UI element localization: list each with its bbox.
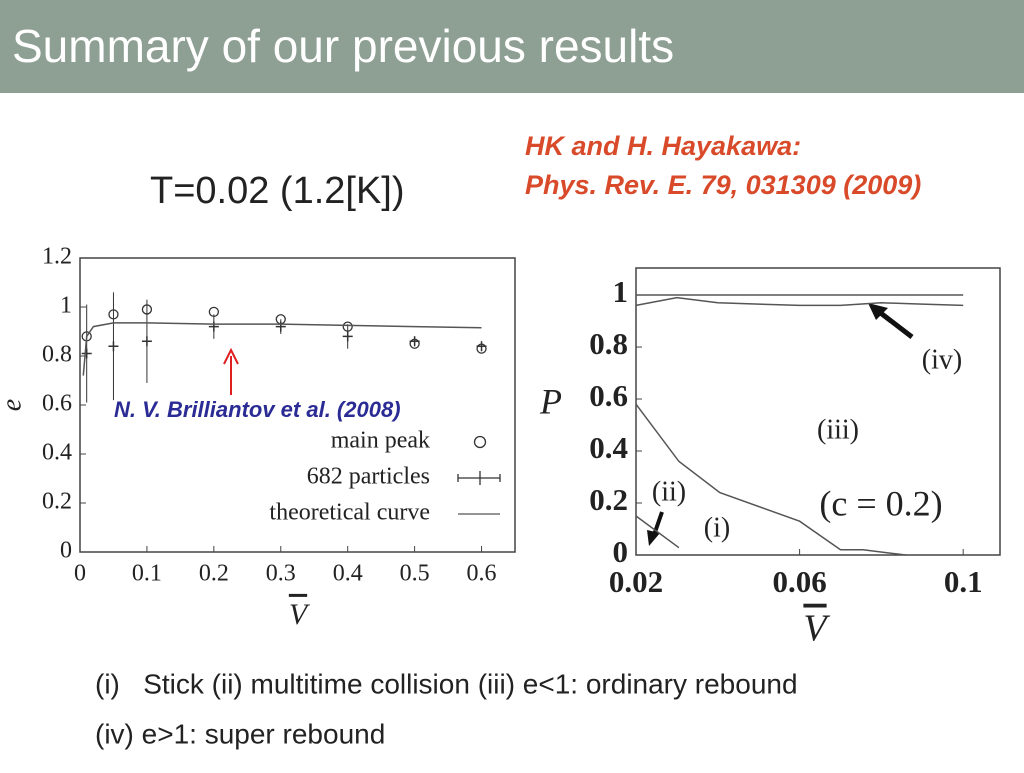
data-point — [275, 321, 286, 332]
data-point — [108, 341, 119, 352]
y-tick-label: 0.2 — [42, 489, 72, 515]
y-tick-label: 0.6 — [589, 378, 628, 413]
y-tick-label: 0.6 — [42, 391, 72, 417]
annotation: (ii) — [652, 476, 686, 507]
x-tick-label: 0.5 — [400, 561, 430, 587]
reference: HK and H. Hayakawa: — [525, 131, 801, 161]
y-tick-label: 0.4 — [589, 430, 628, 465]
annotation: (iv) — [922, 344, 962, 375]
x-tick-label: 0.02 — [609, 564, 663, 599]
legend-label: theoretical curve — [269, 500, 430, 526]
arrow — [876, 309, 914, 339]
x-tick-label: 0.2 — [199, 561, 229, 587]
data-point — [81, 348, 92, 359]
x-tick-label: 0.1 — [132, 561, 162, 587]
x-tick-label: 0.4 — [333, 561, 363, 587]
annotation: (c = 0.2) — [819, 483, 942, 523]
caption: (i) Stick (ii) multitime collision (iii)… — [95, 668, 798, 699]
y-tick-label: 0.2 — [589, 482, 628, 517]
annotation: N. V. Brilliantov et al. (2008) — [114, 397, 401, 422]
data-line — [635, 515, 680, 549]
slide-title: Summary of our previous results — [12, 20, 674, 72]
plot-frame — [635, 267, 1001, 556]
x-axis-label: V — [289, 598, 311, 631]
legend-label: 682 particles — [307, 464, 430, 490]
y-tick-label: 0.8 — [589, 326, 628, 361]
data-point — [409, 336, 420, 347]
x-axis-label: V — [803, 608, 830, 650]
arrow-head — [868, 303, 888, 320]
annotation: (i) — [704, 512, 730, 543]
y-axis-label: P — [539, 381, 562, 421]
x-tick-label: 0.6 — [467, 561, 497, 587]
reference: Phys. Rev. E. 79, 031309 (2009) — [525, 170, 921, 200]
annotation: (iii) — [817, 414, 859, 445]
condition: T=0.02 (1.2[K]) — [150, 170, 405, 212]
x-tick-label: 0.3 — [266, 561, 296, 587]
arrow-head — [223, 347, 239, 365]
y-tick-label: 0.4 — [42, 440, 72, 466]
data-point — [208, 321, 219, 332]
legend-label: main peak — [331, 428, 430, 454]
y-tick-label: 0 — [60, 538, 72, 564]
x-tick-label: 0.1 — [944, 564, 983, 599]
x-tick-label: 0 — [74, 561, 86, 587]
header-bar — [0, 0, 1024, 93]
y-tick-label: 0.8 — [42, 342, 72, 368]
data-line — [635, 296, 964, 307]
data-point — [141, 336, 152, 347]
legend-marker — [473, 435, 487, 449]
y-axis-label: e — [0, 399, 27, 411]
data-line — [635, 403, 906, 556]
y-tick-label: 1 — [613, 274, 629, 309]
arrow-head — [647, 530, 660, 546]
caption: (iv) e>1: super rebound — [95, 718, 385, 749]
y-tick-label: 0 — [613, 534, 629, 569]
legend-marker — [457, 471, 501, 485]
y-tick-label: 1 — [60, 293, 72, 319]
y-tick-label: 1.2 — [42, 244, 72, 270]
data-point — [476, 341, 487, 352]
data-line — [82, 322, 482, 376]
data-point — [342, 331, 353, 342]
x-tick-label: 0.06 — [772, 564, 826, 599]
